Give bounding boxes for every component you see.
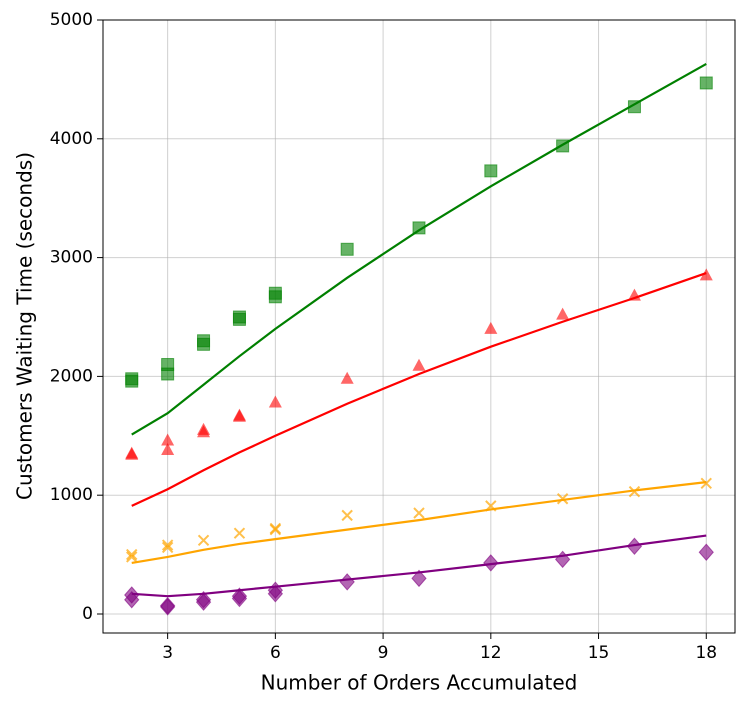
diamond-point [159,596,176,615]
y-tick-label: 3000 [50,248,93,268]
x-tick-label: 6 [270,643,281,663]
x-point [126,548,138,561]
square-point [268,286,282,300]
square-point [699,76,713,90]
square-point [125,372,139,386]
diamond-point [195,590,212,609]
x-tick-label: 12 [480,643,502,663]
diamond-point [554,550,571,569]
square-point [161,358,175,372]
diamond-point [124,586,140,604]
square-point [340,242,354,256]
triangle-point [161,443,175,456]
fit-line [131,534,707,598]
x-point [700,477,712,490]
diamond-point [231,587,248,605]
fit-line [131,62,707,436]
square-point [232,310,246,324]
triangle-point [232,408,246,421]
fit-line [131,272,707,507]
plot-frame [102,19,736,634]
x-point [341,509,353,522]
triangle-point [412,358,426,371]
diamond-point [339,573,355,591]
x-point [556,493,569,505]
triangle-point [268,395,282,408]
square-point [484,164,498,178]
x-point [197,534,210,547]
x-point [413,507,425,519]
y-tick-label: 4000 [50,129,93,149]
x-point [126,551,138,563]
triangle-point [484,321,498,334]
triangle-point [161,433,175,446]
y-axis-title: Customers Waiting Time (seconds) [13,152,37,500]
y-tick-label: 0 [82,604,93,624]
x-point [628,485,641,498]
x-point [233,527,246,539]
square-point [197,334,211,348]
diamond-point [698,543,714,561]
y-tick-label: 2000 [50,366,93,386]
y-tick-label: 5000 [50,10,93,30]
fit-line [131,481,707,564]
triangle-point [556,307,570,320]
triangle-point [699,268,713,281]
triangle-point [197,422,211,435]
x-tick-label: 18 [695,643,717,663]
y-tick-label: 1000 [50,485,93,505]
x-tick-label: 3 [162,643,173,663]
triangle-point [340,371,354,384]
x-point [161,541,174,554]
x-point [269,522,282,535]
x-axis-title: Number of Orders Accumulated [261,671,578,695]
x-tick-label: 15 [588,643,610,663]
diamond-point [483,554,499,572]
diamond-point [411,569,427,588]
triangle-point [125,446,139,459]
square-point [412,221,426,235]
x-tick-label: 9 [378,643,389,663]
x-point [161,539,174,551]
